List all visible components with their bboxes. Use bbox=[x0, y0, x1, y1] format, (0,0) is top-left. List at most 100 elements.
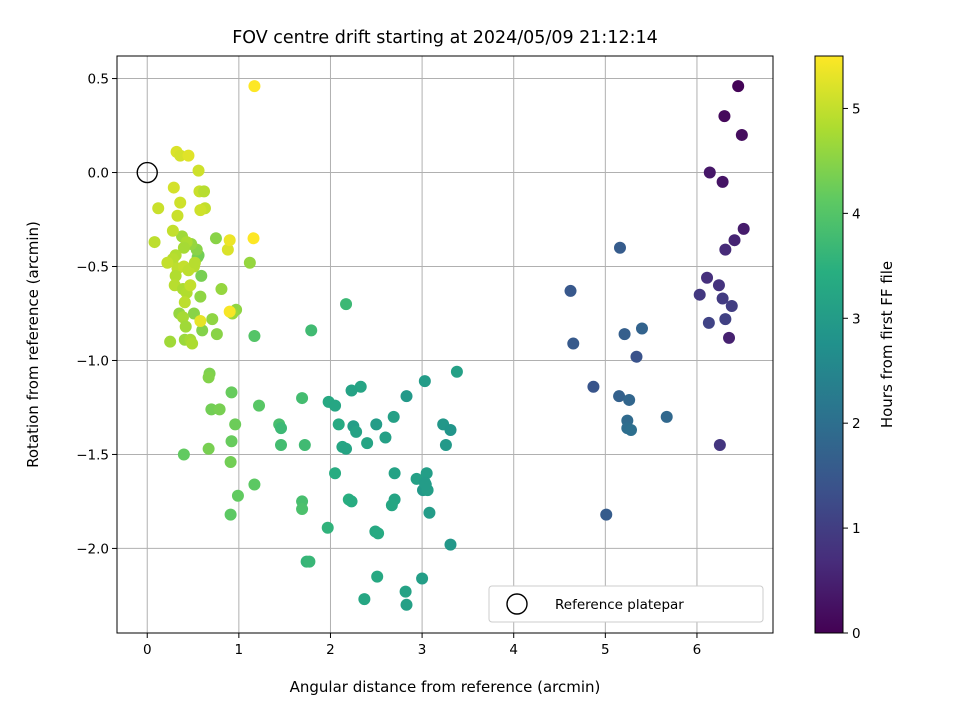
data-point bbox=[224, 455, 237, 468]
data-point bbox=[248, 330, 261, 343]
x-tick-label: 4 bbox=[509, 642, 518, 658]
data-point bbox=[169, 269, 182, 282]
data-point bbox=[703, 166, 716, 179]
data-point bbox=[371, 570, 384, 583]
data-point bbox=[423, 506, 436, 519]
data-point bbox=[624, 424, 637, 437]
data-point bbox=[732, 80, 745, 93]
data-point bbox=[416, 572, 429, 585]
data-point bbox=[719, 313, 732, 326]
data-point bbox=[701, 271, 714, 284]
data-point bbox=[600, 508, 613, 521]
data-point bbox=[587, 380, 600, 393]
data-point bbox=[194, 204, 207, 217]
data-point bbox=[164, 335, 177, 348]
colorbar-label: Hours from first FF file bbox=[878, 261, 896, 428]
y-tick-label: −1.5 bbox=[76, 447, 109, 463]
data-point bbox=[275, 422, 287, 435]
data-point bbox=[418, 375, 431, 388]
y-axis-label: Rotation from reference (arcmin) bbox=[24, 221, 42, 468]
colorbar-gradient bbox=[814, 55, 844, 634]
data-point bbox=[223, 305, 236, 318]
colorbar-tick-label: 3 bbox=[852, 311, 861, 327]
data-points bbox=[148, 80, 750, 611]
data-point bbox=[613, 241, 626, 254]
colorbar: 0 1 2 3 4 5 Hours from first FF file bbox=[814, 55, 896, 642]
data-point bbox=[296, 392, 309, 405]
data-point bbox=[385, 499, 398, 512]
x-axis-label: Angular distance from reference (arcmin) bbox=[290, 678, 601, 696]
data-point bbox=[221, 243, 234, 256]
data-point bbox=[177, 241, 190, 254]
data-point bbox=[247, 232, 260, 245]
data-point bbox=[635, 322, 648, 335]
data-point bbox=[182, 149, 195, 162]
data-point bbox=[213, 403, 226, 416]
colorbar-tick-label: 4 bbox=[852, 206, 861, 222]
data-point bbox=[332, 418, 345, 431]
plot-frame bbox=[116, 55, 774, 634]
data-point bbox=[388, 467, 401, 480]
data-point bbox=[305, 324, 318, 337]
data-point bbox=[725, 299, 738, 312]
data-point bbox=[358, 593, 371, 606]
data-point bbox=[713, 439, 726, 452]
data-point bbox=[345, 384, 358, 397]
data-point bbox=[723, 331, 736, 344]
data-point bbox=[206, 313, 219, 326]
data-point bbox=[174, 149, 187, 162]
colorbar-tick-label: 0 bbox=[852, 626, 861, 642]
data-point bbox=[361, 437, 374, 450]
data-point bbox=[188, 256, 201, 269]
colorbar-ticks: 0 1 2 3 4 5 bbox=[843, 101, 861, 642]
colorbar-tick-label: 5 bbox=[852, 101, 861, 117]
data-point bbox=[296, 502, 309, 515]
data-point bbox=[174, 196, 187, 209]
data-point bbox=[379, 431, 392, 444]
data-point bbox=[444, 538, 457, 551]
data-point bbox=[192, 164, 205, 177]
data-point bbox=[567, 337, 580, 350]
axes-ticks: 0 1 2 3 4 5 6 0.5 0.0 −0.5 −1.0 −1.5 −2.0 bbox=[76, 72, 701, 658]
data-point bbox=[161, 256, 174, 269]
data-point bbox=[202, 442, 215, 455]
data-point bbox=[340, 442, 353, 455]
data-point bbox=[370, 418, 383, 431]
data-point bbox=[372, 527, 385, 540]
data-point bbox=[450, 365, 463, 378]
data-point bbox=[444, 424, 457, 437]
data-point bbox=[171, 209, 184, 222]
data-point bbox=[205, 403, 218, 416]
data-point bbox=[186, 337, 199, 350]
data-point bbox=[660, 410, 673, 423]
data-point bbox=[179, 320, 192, 333]
y-tick-label: 0.5 bbox=[88, 72, 109, 88]
data-point bbox=[399, 585, 412, 598]
data-point bbox=[215, 283, 228, 296]
x-tick-label: 3 bbox=[418, 642, 427, 658]
data-point bbox=[712, 279, 725, 292]
data-point bbox=[737, 222, 750, 235]
data-point bbox=[350, 425, 363, 438]
data-point bbox=[329, 399, 342, 412]
data-point bbox=[194, 290, 207, 303]
data-point bbox=[248, 80, 261, 93]
data-point bbox=[718, 110, 731, 123]
data-point bbox=[419, 478, 432, 491]
data-point bbox=[224, 508, 237, 521]
data-point bbox=[693, 288, 706, 301]
data-point bbox=[184, 279, 197, 292]
data-point bbox=[630, 350, 643, 363]
legend-marker bbox=[506, 593, 528, 615]
data-point bbox=[196, 324, 209, 337]
data-point bbox=[176, 311, 189, 324]
data-point bbox=[564, 284, 577, 297]
y-tick-label: −0.5 bbox=[76, 260, 109, 276]
data-point bbox=[177, 448, 190, 461]
data-point bbox=[400, 390, 413, 403]
data-point bbox=[148, 236, 161, 249]
data-point bbox=[209, 232, 222, 245]
data-point bbox=[195, 269, 208, 282]
data-point bbox=[623, 393, 636, 406]
data-point bbox=[439, 439, 452, 452]
